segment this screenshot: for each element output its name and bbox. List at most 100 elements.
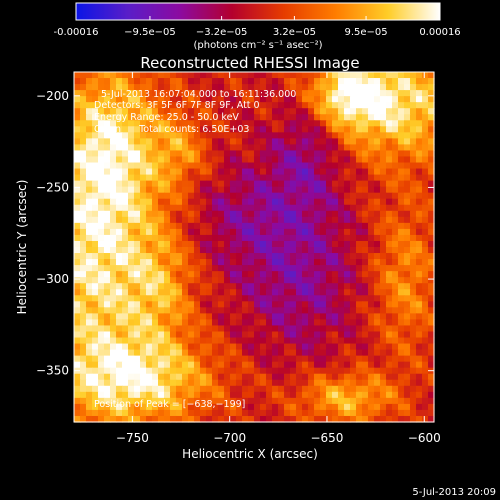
heatmap-cell (410, 108, 417, 115)
heatmap-cell (254, 319, 261, 327)
heatmap-cell (122, 168, 129, 176)
heatmap-cell (278, 216, 285, 224)
heatmap-cell (356, 102, 363, 109)
heatmap-cell (158, 283, 165, 290)
heatmap-cell (86, 234, 93, 242)
heatmap-cell (350, 361, 357, 369)
heatmap-cell (350, 108, 357, 115)
heatmap-cell (176, 397, 183, 405)
heatmap-cell (326, 78, 333, 85)
heatmap-cell (314, 144, 321, 152)
heatmap-cell (236, 355, 243, 363)
heatmap-cell (74, 379, 81, 387)
heatmap-cell (386, 126, 393, 133)
heatmap-cell (392, 174, 399, 182)
heatmap-cell (98, 228, 105, 236)
heatmap-cell (212, 271, 219, 278)
heatmap-cell (302, 409, 309, 417)
heatmap-cell (344, 84, 351, 91)
heatmap-cell (170, 349, 177, 357)
heatmap-cell (314, 361, 321, 369)
heatmap-cell (368, 126, 375, 133)
heatmap-cell (410, 90, 417, 97)
heatmap-cell (344, 150, 351, 158)
heatmap-cell (152, 313, 159, 321)
heatmap-cell (134, 144, 141, 152)
heatmap-cell (224, 403, 231, 411)
heatmap-cell (170, 391, 177, 399)
colorbar-tick-label: −3.2e−05 (196, 27, 248, 38)
heatmap-cell (116, 403, 123, 411)
heatmap-cell (140, 313, 147, 321)
heatmap-cell (134, 307, 141, 314)
heatmap-cell (368, 186, 375, 194)
heatmap-cell (146, 319, 153, 327)
heatmap-cell (122, 204, 129, 212)
heatmap-cell (92, 90, 99, 97)
heatmap-cell (272, 337, 279, 345)
heatmap-cell (392, 307, 399, 314)
heatmap-cell (374, 361, 381, 369)
heatmap-cell (230, 120, 237, 127)
heatmap-cell (254, 301, 261, 308)
heatmap-cell (422, 409, 429, 417)
heatmap-cell (224, 222, 231, 230)
heatmap-cell (206, 307, 213, 314)
heatmap-cell (140, 331, 147, 339)
heatmap-cell (164, 403, 171, 411)
heatmap-cell (218, 247, 225, 254)
heatmap-cell (188, 313, 195, 321)
heatmap-cell (284, 234, 291, 242)
heatmap-cell (230, 180, 237, 188)
heatmap-cell (410, 240, 417, 248)
heatmap-cell (362, 343, 369, 351)
heatmap-cell (80, 138, 87, 146)
heatmap-cell (200, 301, 207, 308)
heatmap-cell (374, 385, 381, 393)
heatmap-cell (194, 379, 201, 387)
heatmap-cell (398, 216, 405, 224)
heatmap-cell (242, 343, 249, 351)
heatmap-cell (104, 144, 111, 152)
heatmap-cell (104, 379, 111, 387)
heatmap-cell (212, 156, 219, 164)
heatmap-cell (188, 96, 195, 103)
heatmap-cell (104, 409, 111, 417)
heatmap-cell (290, 120, 297, 127)
heatmap-cell (350, 114, 357, 121)
heatmap-cell (74, 222, 81, 230)
heatmap-cell (308, 120, 315, 127)
heatmap-cell (86, 84, 93, 91)
heatmap-cell (242, 210, 249, 218)
heatmap-cell (266, 325, 273, 333)
x-tick-label: −700 (213, 431, 246, 445)
heatmap-cell (74, 355, 81, 363)
heatmap-cell (182, 361, 189, 369)
heatmap-cell (152, 289, 159, 296)
heatmap-cell (110, 349, 117, 357)
heatmap-cell (314, 234, 321, 242)
heatmap-cell (308, 114, 315, 121)
heatmap-cell (404, 295, 411, 302)
heatmap-cell (344, 108, 351, 115)
heatmap-cell (188, 198, 195, 206)
heatmap-cell (242, 307, 249, 314)
heatmap-cell (122, 216, 129, 224)
heatmap-cell (110, 415, 117, 423)
heatmap-cell (422, 186, 429, 194)
heatmap-cell (248, 120, 255, 127)
heatmap-cell (332, 331, 339, 339)
heatmap-cell (386, 198, 393, 206)
heatmap-cell (320, 385, 327, 393)
heatmap-cell (356, 210, 363, 218)
heatmap-cell (368, 331, 375, 339)
heatmap-cell (266, 271, 273, 278)
colorbar-unit-label: (photons cm⁻² s⁻¹ asec⁻²) (193, 40, 322, 51)
heatmap-cell (224, 337, 231, 345)
heatmap-cell (80, 222, 87, 230)
heatmap-cell (206, 409, 213, 417)
heatmap-cell (350, 253, 357, 260)
heatmap-cell (398, 415, 405, 423)
heatmap-cell (146, 114, 153, 121)
heatmap-cell (230, 361, 237, 369)
